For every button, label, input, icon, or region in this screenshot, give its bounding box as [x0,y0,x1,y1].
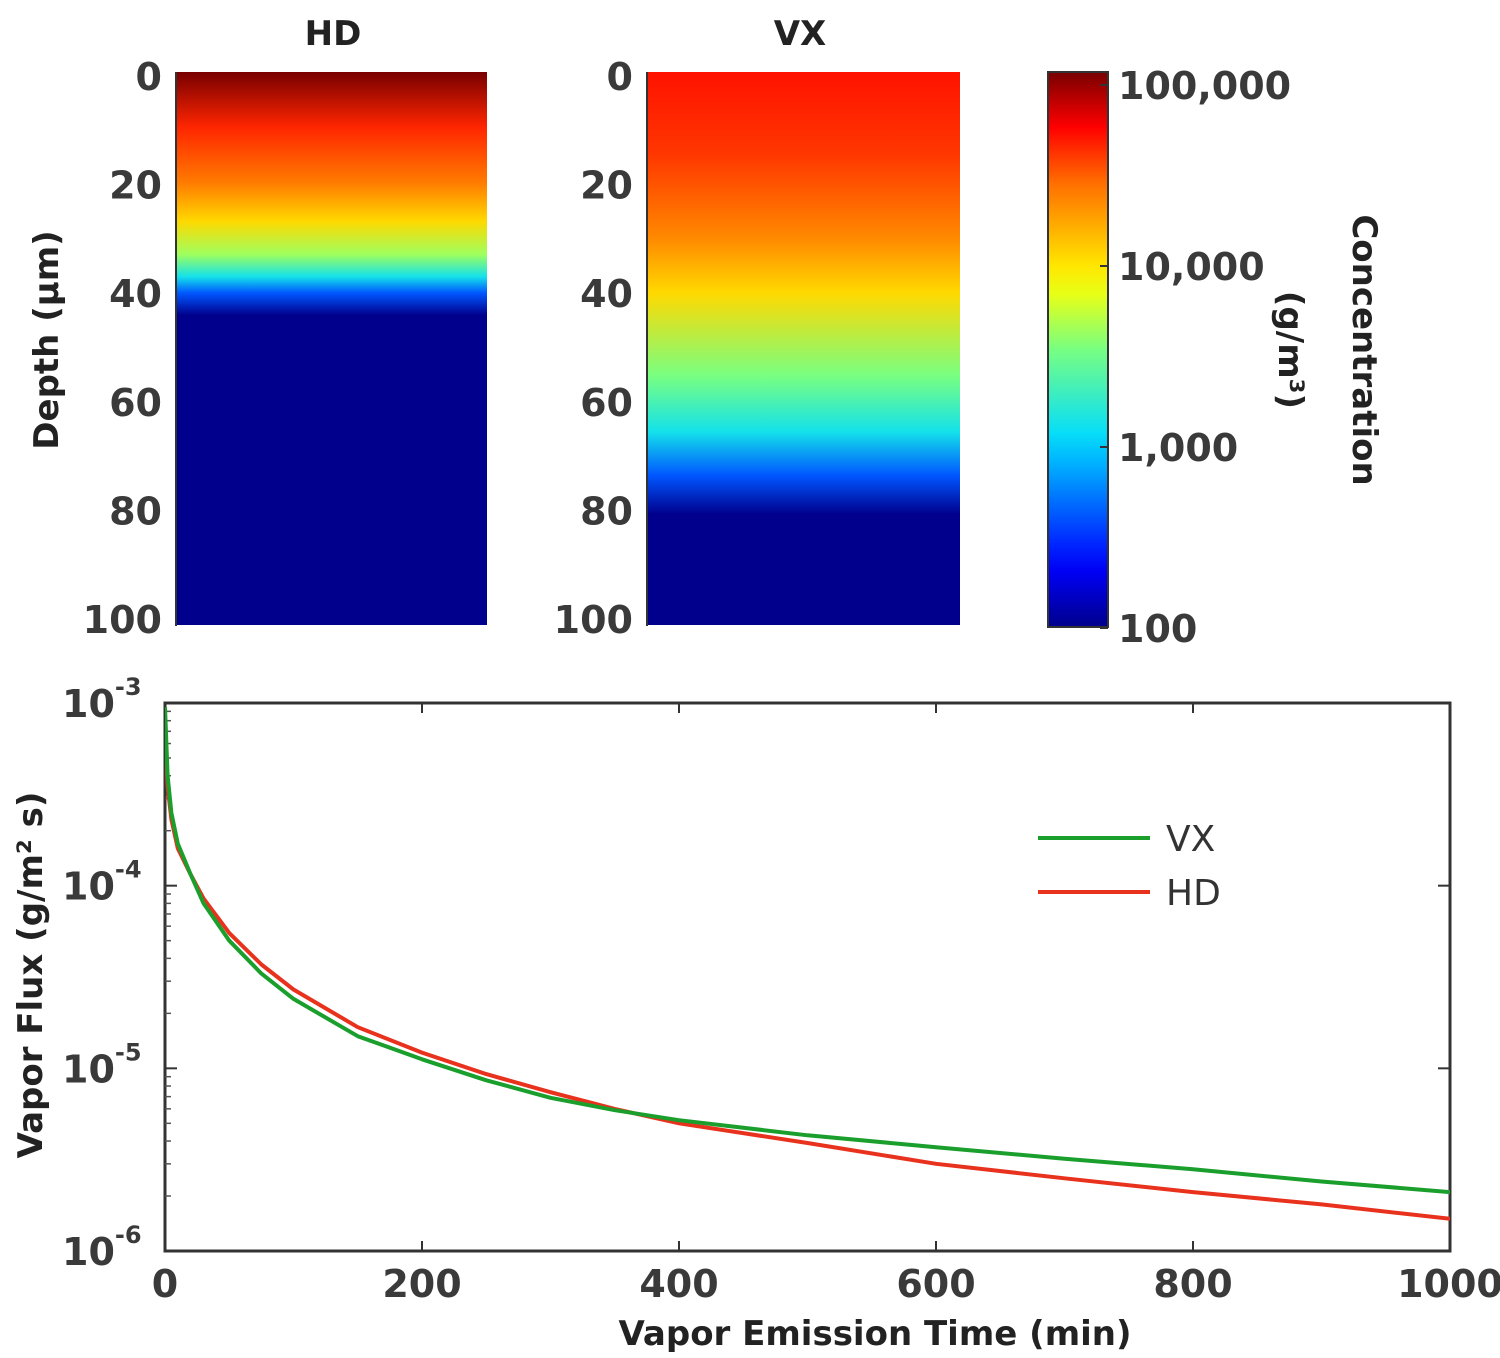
colorbar-ticks: 100,000 10,000 1,000 100 [1100,64,1291,651]
heatmap-hd-field [177,72,487,625]
series-line-hd [165,731,1450,1221]
y-tick-label: 10-4 [62,856,142,909]
x-tick-label: 200 [382,1262,461,1306]
colorbar-tick-label: 1,000 [1118,426,1238,470]
x-axis-ticks: 0 200 400 600 800 1000 [152,703,1500,1306]
y-axis-label: Vapor Flux (g/m² s) [11,792,51,1159]
x-tick-label: 1000 [1397,1262,1500,1306]
flux-line-chart: 0 200 400 600 800 1000 10-310-410-510-6 VXHD … [11,673,1500,1354]
x-tick-label: 800 [1153,1262,1232,1306]
x-tick-label: 0 [152,1262,178,1306]
heatmap-hd-ylabel: Depth (µm) [27,230,67,449]
heatmap-hd-ytick-label: 20 [109,164,162,208]
heatmap-hd-ytick-label: 40 [109,272,162,316]
heatmap-vx-title: VX [774,14,827,54]
heatmap-vx-field [648,72,960,625]
y-axis-ticks: 10-3 10-4 10-5 10-6 [62,673,1450,1274]
heatmap-hd-ytick-label: 60 [109,381,162,425]
heatmap-hd-yticks: 0 20 40 60 80 100 [83,55,162,642]
heatmap-vx-ytick-label: 20 [580,164,633,208]
colorbar-tick-label: 100 [1118,607,1197,651]
heatmap-vx-ytick-label: 0 [607,55,633,99]
legend: VX HD [1038,819,1221,914]
heatmap-vx-yticks: 0 20 40 60 80 100 [554,55,633,642]
y-tick-label: 10-3 [62,673,142,726]
legend-label-vx: VX [1166,819,1215,860]
colorbar-label: Concentration [1344,214,1384,485]
heatmap-hd-title: HD [305,14,362,54]
legend-label-hd: HD [1166,873,1221,914]
colorbar: 100,000 10,000 1,000 100 Concentration (g/m… [1047,64,1384,651]
plot-frame [163,701,1452,1253]
x-axis-label: Vapor Emission Time (min) [618,1314,1131,1354]
x-tick-label: 600 [896,1262,975,1306]
heatmap-vx: VX 0 20 40 60 80 100 [554,14,960,642]
heatmap-vx-ytick-label: 80 [580,489,633,533]
heatmap-hd-ytick-label: 80 [109,489,162,533]
y-tick-label: 10-6 [62,1221,142,1274]
series-line-vx [165,707,1450,1195]
colorbar-unit-label: (g/m³) [1270,291,1310,409]
x-tick-label: 400 [639,1262,718,1306]
colorbar-tick-label: 10,000 [1118,245,1265,289]
heatmap-hd-ytick-label: 0 [136,55,162,99]
heatmap-hd: HD 0 20 40 60 80 100 Depth (µm) [27,14,487,642]
y-tick-label: 10-5 [62,1038,142,1091]
series-group [165,707,1450,1221]
colorbar-tick-label: 100,000 [1118,64,1291,108]
heatmap-hd-ytick-label: 100 [83,598,162,642]
heatmap-vx-ytick-label: 60 [580,381,633,425]
heatmap-vx-ytick-label: 100 [554,598,633,642]
colorbar-gradient [1047,71,1109,628]
heatmap-vx-ytick-label: 40 [580,272,633,316]
